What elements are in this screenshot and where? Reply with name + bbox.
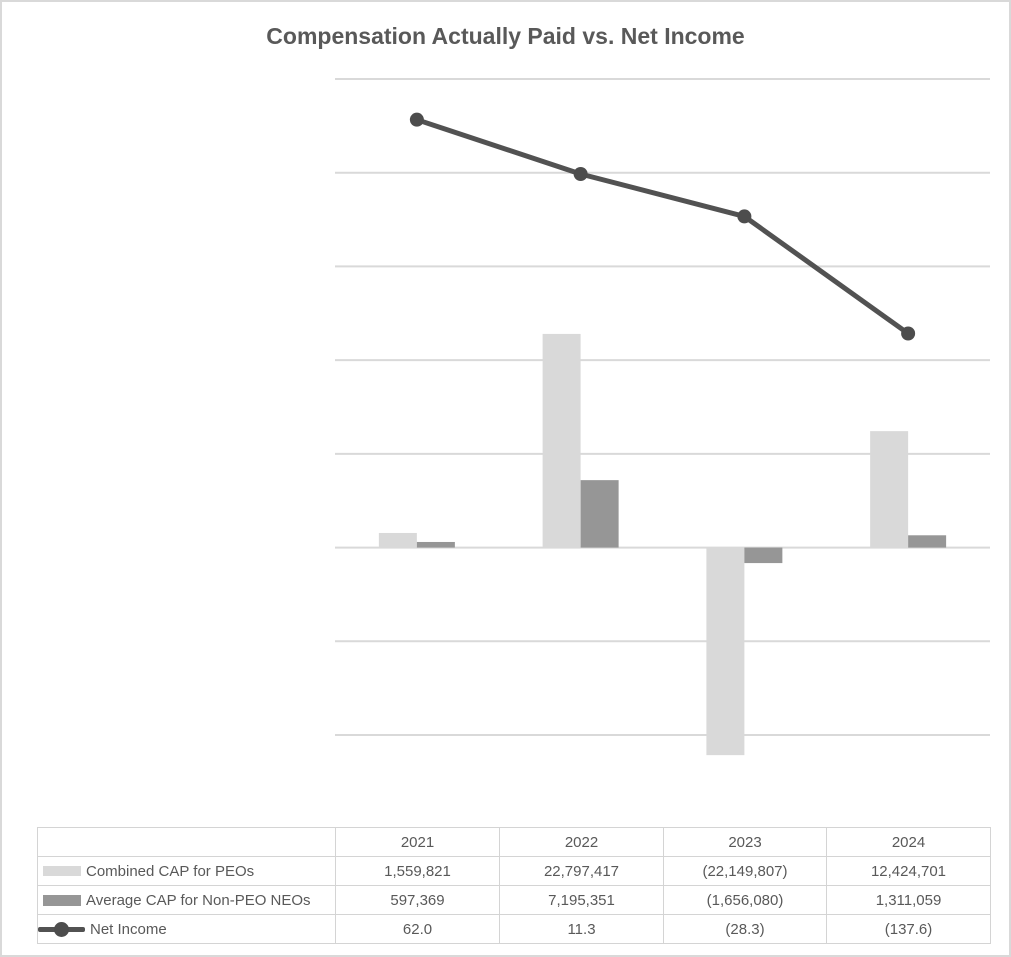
year-header-2024: 2024 — [826, 827, 991, 857]
value-cell-neo-2022: 7,195,351 — [499, 885, 664, 915]
value-cell-neo-2024: 1,311,059 — [826, 885, 991, 915]
table-header-row: 2021 2022 2023 2024 — [37, 827, 991, 857]
value-cell-peo-2021: 1,559,821 — [335, 856, 500, 886]
value-cell-peo-2023: (22,149,807) — [663, 856, 827, 886]
net-income-marker-2022 — [573, 166, 588, 181]
legend-line-marker-dot — [54, 921, 69, 937]
net-income-marker-2024 — [901, 326, 916, 341]
value-cell-neo-2023: (1,656,080) — [663, 885, 827, 915]
legend-swatch-peo-bar-icon — [43, 866, 81, 876]
series-label-cell-net-income: Net Income — [37, 914, 336, 944]
chart-title: Compensation Actually Paid vs. Net Incom… — [266, 23, 745, 49]
data-table: 2021 2022 2023 2024 Combined CAP for PEO… — [37, 827, 991, 944]
bar-peo-2022 — [542, 333, 581, 548]
year-header-2022: 2022 — [499, 827, 664, 857]
year-header-2021: 2021 — [335, 827, 500, 857]
net-income-marker-2023 — [737, 209, 752, 224]
value-cell-net-income-2021: 62.0 — [335, 914, 500, 944]
year-header-2023: 2023 — [663, 827, 827, 857]
series-label-cell-peo: Combined CAP for PEOs — [37, 856, 336, 886]
legend-swatch-net-income-line-icon — [38, 921, 85, 937]
series-label-neo: Average CAP for Non-PEO NEOs — [86, 891, 311, 909]
legend-swatch-neo-bar-icon — [43, 894, 81, 906]
value-cell-net-income-2023: (28.3) — [663, 914, 827, 944]
bar-neo-2023 — [744, 547, 783, 564]
value-cell-net-income-2024: (137.6) — [826, 914, 991, 944]
bar-peo-2024 — [870, 431, 909, 548]
table-corner-cell — [37, 827, 336, 857]
plot-area — [335, 78, 990, 756]
value-cell-net-income-2022: 11.3 — [499, 914, 664, 944]
series-label-cell-neo: Average CAP for Non-PEO NEOs — [37, 885, 336, 915]
series-label-peo: Combined CAP for PEOs — [86, 862, 255, 880]
bar-neo-2021 — [416, 541, 455, 548]
net-income-line — [414, 117, 911, 336]
table-row-neo-cap: Average CAP for Non-PEO NEOs 597,369 7,1… — [37, 885, 991, 915]
table-row-peo-cap: Combined CAP for PEOs 1,559,821 22,797,4… — [37, 856, 991, 886]
value-cell-peo-2024: 12,424,701 — [826, 856, 991, 886]
series-label-net-income: Net Income — [90, 920, 167, 938]
bar-peo-2023 — [706, 547, 745, 756]
net-income-marker-2021 — [409, 112, 424, 127]
bar-peo-2021 — [378, 532, 417, 548]
value-cell-peo-2022: 22,797,417 — [499, 856, 664, 886]
bar-neo-2024 — [908, 535, 947, 548]
value-cell-neo-2021: 597,369 — [335, 885, 500, 915]
table-row-net-income: Net Income 62.0 11.3 (28.3) (137.6) — [37, 914, 991, 944]
bar-neo-2022 — [580, 480, 619, 548]
